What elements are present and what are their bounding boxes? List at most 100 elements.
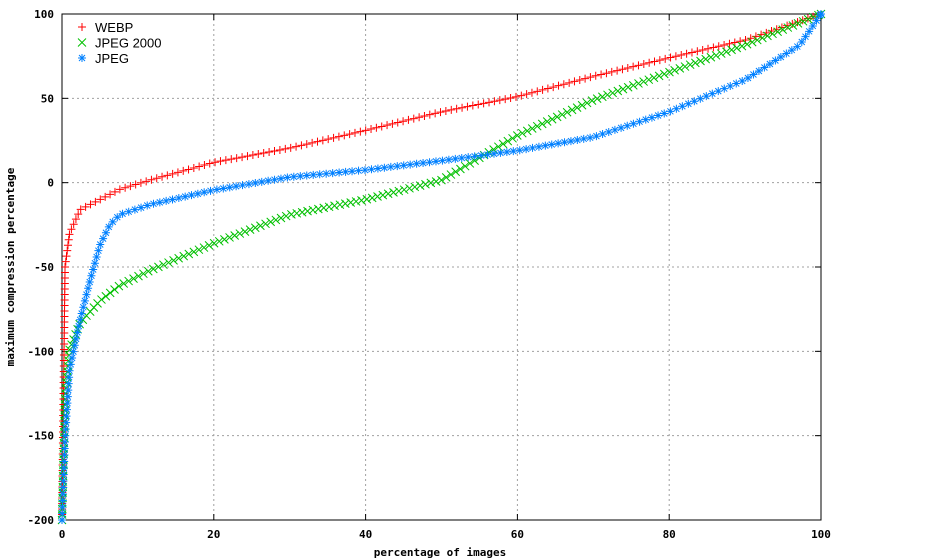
data-point [164, 258, 173, 267]
data-point [225, 233, 234, 242]
data-point [90, 259, 99, 268]
data-point [592, 94, 602, 103]
data-point [134, 271, 143, 281]
data-point [248, 151, 257, 160]
data-point [216, 157, 225, 166]
data-point [485, 98, 494, 107]
data-point [149, 199, 158, 208]
data-point [410, 182, 420, 192]
data-point [549, 83, 558, 92]
data-point [315, 170, 324, 179]
data-point [592, 132, 601, 141]
data-point [62, 405, 71, 414]
data-point [158, 172, 167, 181]
data-point [812, 16, 821, 25]
x-tick-label: 40 [359, 528, 372, 541]
data-point [765, 60, 774, 69]
data-point [720, 84, 729, 93]
data-point [361, 126, 370, 135]
data-point [64, 235, 73, 244]
data-point [67, 225, 76, 234]
data-point [714, 42, 723, 51]
data-point [58, 496, 67, 505]
data-point [437, 175, 446, 185]
data-point [212, 185, 221, 194]
data-point [115, 185, 124, 194]
data-point [84, 284, 93, 293]
data-point [730, 38, 739, 47]
data-point [797, 38, 806, 47]
data-point [254, 150, 263, 159]
data-point [114, 281, 124, 291]
data-point [184, 165, 193, 174]
data-point [89, 265, 98, 274]
data-point [99, 234, 108, 243]
data-point [143, 201, 152, 210]
data-point [409, 114, 418, 123]
data-point [205, 159, 214, 168]
data-point [302, 140, 311, 149]
data-point [602, 69, 611, 78]
data-point [240, 227, 250, 236]
data-point [72, 334, 81, 343]
data-point [204, 241, 214, 250]
data-point [496, 148, 505, 157]
data-point [641, 115, 650, 124]
data-point [618, 84, 628, 94]
data-point [737, 41, 747, 51]
data-point [754, 66, 763, 75]
ticks: 0 20 40 60 80 100 -200 -150 -100 -50 0 50 100 [28, 8, 831, 541]
legend-label: JPEG [95, 51, 129, 66]
data-point [502, 148, 511, 157]
data-point [101, 192, 110, 201]
data-point [119, 279, 129, 288]
data-point [610, 125, 619, 134]
data-point [383, 189, 393, 199]
data-point [193, 189, 202, 198]
data-point [60, 444, 69, 453]
legend-marker [78, 54, 86, 62]
data-point [257, 177, 266, 186]
data-point [66, 360, 75, 369]
data-point [758, 33, 767, 43]
data-point [783, 23, 793, 32]
data-point [271, 215, 281, 225]
data-point [162, 196, 171, 205]
data-point [572, 103, 582, 112]
data-point [357, 196, 366, 205]
data-point [817, 10, 825, 18]
data-point [483, 150, 492, 159]
data-point [711, 51, 721, 60]
data-point [65, 373, 74, 382]
data-point [738, 76, 747, 85]
data-point [377, 122, 386, 131]
data-point [61, 257, 70, 266]
data-point [706, 52, 716, 62]
data-point [474, 100, 483, 109]
data-point [727, 45, 736, 55]
data-point [629, 62, 638, 71]
data-point [654, 111, 663, 120]
data-point [81, 202, 90, 211]
data-point [199, 243, 209, 252]
data-point [685, 60, 695, 70]
data-point [419, 158, 428, 167]
data-point [266, 217, 276, 227]
data-point [94, 246, 103, 255]
data-point [787, 46, 796, 55]
data-point [324, 202, 334, 212]
data-point [457, 154, 466, 163]
data-point [230, 231, 240, 240]
data-point [582, 98, 592, 108]
data-point [565, 78, 574, 87]
data-point [174, 194, 183, 203]
data-point [65, 366, 74, 375]
data-point [61, 431, 70, 440]
data-point [281, 144, 290, 153]
y-tick-label: 50 [41, 92, 54, 105]
data-point [63, 241, 72, 250]
data-point [152, 174, 161, 183]
data-point [690, 58, 700, 68]
